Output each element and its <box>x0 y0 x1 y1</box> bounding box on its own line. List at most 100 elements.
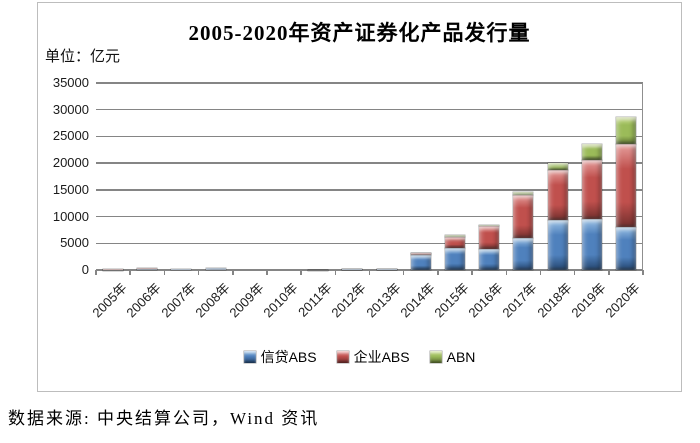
y-tick-label: 25000 <box>52 128 89 144</box>
unit-label: 单位：亿元 <box>45 49 121 65</box>
bar-group <box>274 83 294 270</box>
x-axis-label: 2019年 <box>568 280 609 321</box>
bar-group <box>205 83 226 270</box>
x-tick-mark <box>266 270 268 275</box>
bar-group <box>137 83 158 270</box>
x-tick-mark <box>608 270 610 275</box>
chart-title: 2005-2020年资产证券化产品发行量 <box>188 21 531 45</box>
bar-segment <box>444 235 465 238</box>
x-tick-mark <box>163 270 166 275</box>
bar-segment <box>444 248 465 270</box>
gridline <box>96 108 643 111</box>
bar-segment <box>547 162 568 170</box>
bar-segment <box>410 254 431 270</box>
x-tick-mark <box>334 270 337 275</box>
x-axis-label: 2005年 <box>89 280 130 321</box>
bar-segment <box>205 268 226 270</box>
x-tick-mark <box>505 270 507 275</box>
bar-segment <box>581 160 602 219</box>
x-tick-mark <box>437 270 439 275</box>
gridline <box>96 162 643 164</box>
bar-group <box>513 83 534 270</box>
bar-group <box>615 83 636 270</box>
legend-label-credit-abs: 信贷ABS <box>260 349 317 365</box>
x-axis-label: 2017年 <box>499 280 541 321</box>
x-tick-mark <box>402 270 405 275</box>
x-axis-label: 2014年 <box>397 280 438 321</box>
bar-segment <box>479 249 500 270</box>
x-axis-labels: 2005年 2006年 2007年 2008年 2009年 2010年 2011年 2012年… <box>90 274 643 338</box>
x-tick-mark <box>95 270 97 275</box>
legend-item-abn: ABN <box>429 349 476 365</box>
gridline <box>96 215 643 218</box>
x-tick-mark <box>642 270 644 275</box>
y-tick-label: 0 <box>81 262 89 277</box>
y-axis-labels: 0 5000 10000 15000 20000 25000 30000 35000 <box>38 75 89 277</box>
x-axis-label: 2016年 <box>465 280 506 321</box>
gridline <box>96 82 643 84</box>
x-axis-label: 2013年 <box>363 280 404 321</box>
x-axis-label: 2011年 <box>295 280 335 320</box>
legend-item-credit-abs: 信贷ABS <box>243 347 317 367</box>
x-tick-mark <box>539 270 542 275</box>
x-tick-mark <box>573 270 576 275</box>
bar-group <box>171 83 192 270</box>
bar-group <box>581 83 602 270</box>
x-tick-mark <box>368 270 371 275</box>
bar-group <box>376 83 397 270</box>
x-axis-label: 2009年 <box>226 280 267 321</box>
bar-segment <box>513 195 534 239</box>
bar-segment <box>479 225 500 250</box>
bar-segment <box>581 218 602 270</box>
bar-segment <box>171 269 192 270</box>
bar-segment <box>342 269 363 270</box>
x-axis-label: 2007年 <box>157 280 199 321</box>
x-axis-label: 2015年 <box>431 280 472 321</box>
legend-label-enterprise-abs: 企业ABS <box>353 349 410 365</box>
source-note: 数据来源: 中央结算公司，Wind 资讯 <box>8 409 320 428</box>
bar-segment <box>581 143 602 161</box>
legend-item-enterprise-abs: 企业ABS <box>336 347 410 367</box>
bar-segment <box>376 269 397 270</box>
legend-swatch-enterprise-abs-icon <box>336 351 349 363</box>
x-axis-label: 2020年 <box>602 280 643 321</box>
bar-segment <box>615 143 636 228</box>
chart-frame: 2005-2020年资产证券化产品发行量 单位：亿元 0 5000 10000 150… <box>37 2 682 392</box>
bar-segment <box>376 268 397 270</box>
x-axis-label: 2018年 <box>534 280 575 321</box>
bar-segment <box>137 268 158 270</box>
y-tick-label: 30000 <box>52 101 89 117</box>
plot-area <box>95 82 644 275</box>
plot-right-border <box>641 83 643 270</box>
bar-group <box>547 83 568 270</box>
bar-segment <box>137 269 158 270</box>
x-axis-label: 2010年 <box>260 280 301 321</box>
bar-segment <box>615 227 636 270</box>
x-axis-label: 2012年 <box>328 280 370 321</box>
legend: 信贷ABS 企业ABS ABN <box>38 347 681 367</box>
bar-group <box>103 83 124 270</box>
bar-group <box>342 83 363 270</box>
gridline <box>96 189 643 191</box>
bar-group <box>240 83 260 270</box>
bar-segment <box>444 237 465 249</box>
legend-swatch-abn-icon <box>429 351 442 363</box>
y-tick-label: 20000 <box>52 155 89 171</box>
x-tick-mark <box>197 270 200 275</box>
legend-label-abn: ABN <box>446 349 476 365</box>
y-tick-label: 15000 <box>52 181 89 197</box>
bar-segment <box>513 238 534 270</box>
bar-group <box>308 83 329 270</box>
gridline <box>96 135 643 138</box>
x-axis-label: 2008年 <box>192 280 233 321</box>
bar-segment <box>547 220 568 270</box>
y-tick-label: 35000 <box>52 75 89 90</box>
y-tick-label: 10000 <box>52 208 89 224</box>
bar-group <box>410 83 431 270</box>
x-tick-mark <box>232 270 234 275</box>
y-tick-label: 5000 <box>60 235 89 251</box>
x-tick-mark <box>471 270 473 275</box>
bar-group <box>479 83 500 270</box>
bar-segment <box>479 225 500 226</box>
bar-segment <box>547 169 568 221</box>
